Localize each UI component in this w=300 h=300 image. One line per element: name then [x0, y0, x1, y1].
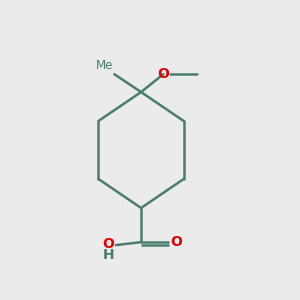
Text: Me: Me — [95, 59, 113, 72]
Text: O: O — [170, 235, 182, 249]
Text: O: O — [103, 237, 114, 251]
Text: H: H — [103, 248, 114, 262]
Text: O: O — [158, 67, 169, 81]
